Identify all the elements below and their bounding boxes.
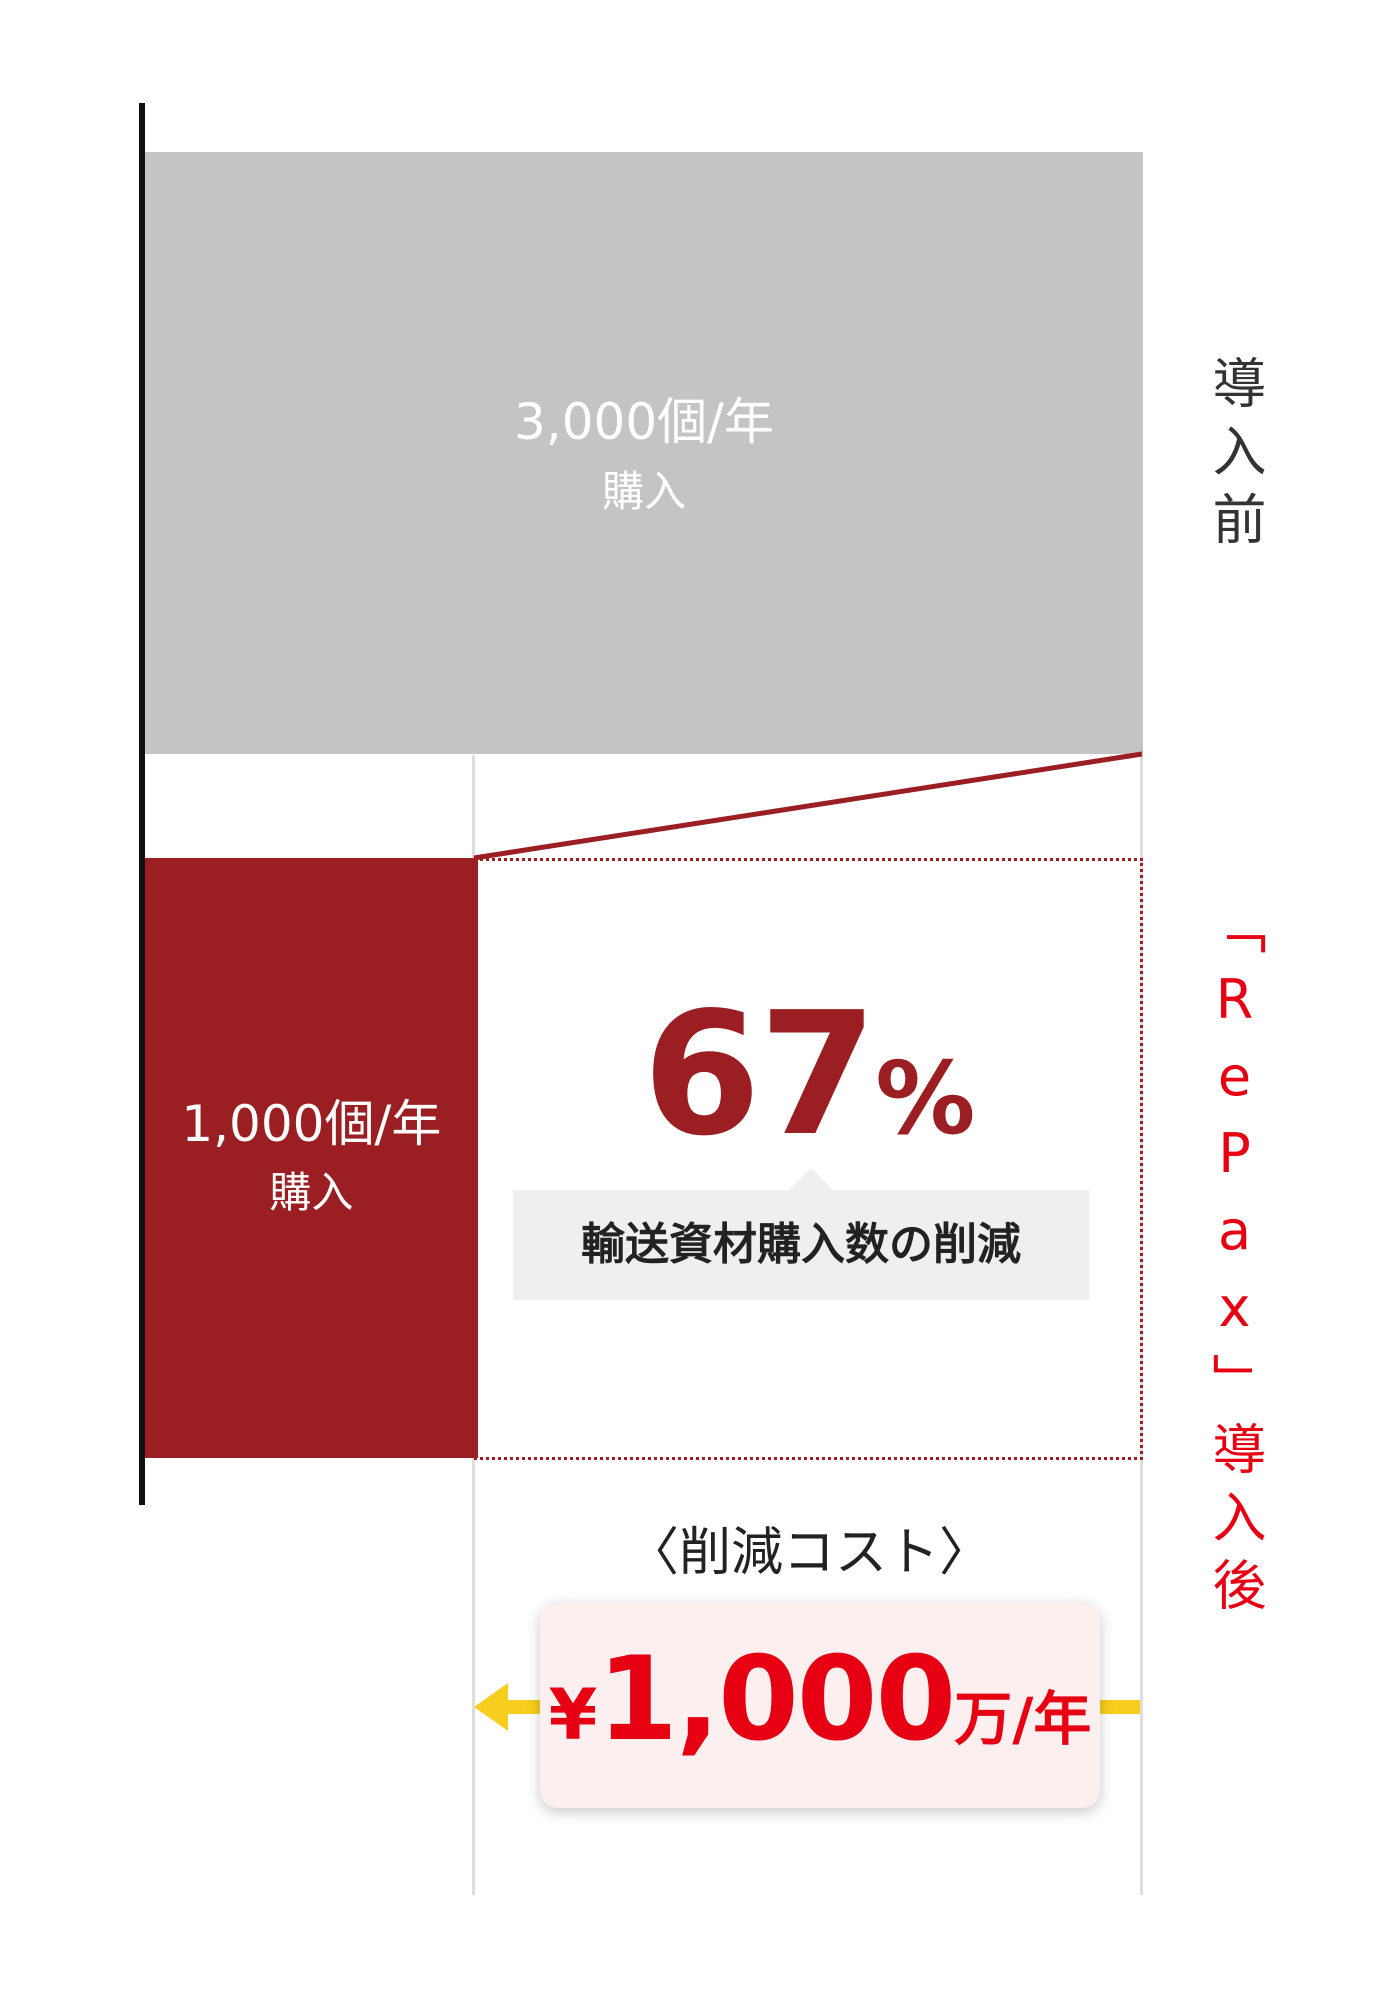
category-label-before: 導入前 xyxy=(1203,355,1266,559)
category-label-after: 「RePax」導入後 xyxy=(1203,900,1266,1625)
cost-heading: 〈削減コスト〉 xyxy=(626,1523,991,1583)
arrow-left-icon xyxy=(474,1683,508,1731)
bar-after-sub-label: 購入 xyxy=(269,1168,354,1217)
cost-box: ¥1,000万/年 xyxy=(540,1602,1100,1808)
bar-after-value-label: 1,000個/年 xyxy=(181,1095,442,1153)
bar-before-value-label: 3,000個/年 xyxy=(514,393,774,451)
bar-after: 1,000個/年 購入 xyxy=(145,858,478,1458)
reduction-caption: 輸送資材購入数の削減 xyxy=(581,1219,1021,1270)
reduction-area xyxy=(474,858,1143,1460)
reduction-percent-value: 67 xyxy=(642,976,878,1174)
cost-amount: ¥1,000万/年 xyxy=(540,1642,1100,1758)
cost-unit: 万/年 xyxy=(954,1685,1092,1753)
percent-sign: % xyxy=(875,1040,976,1157)
y-axis-line xyxy=(139,103,145,1505)
cost-currency: ¥ xyxy=(548,1674,598,1756)
bar-before: 3,000個/年 購入 xyxy=(145,152,1143,754)
reduction-percent: 67% xyxy=(474,990,1144,1160)
reduction-caption-box: 輸送資材購入数の削減 xyxy=(513,1168,1089,1300)
bar-before-sub-label: 購入 xyxy=(601,467,686,516)
cost-value: 1,000 xyxy=(597,1632,956,1767)
